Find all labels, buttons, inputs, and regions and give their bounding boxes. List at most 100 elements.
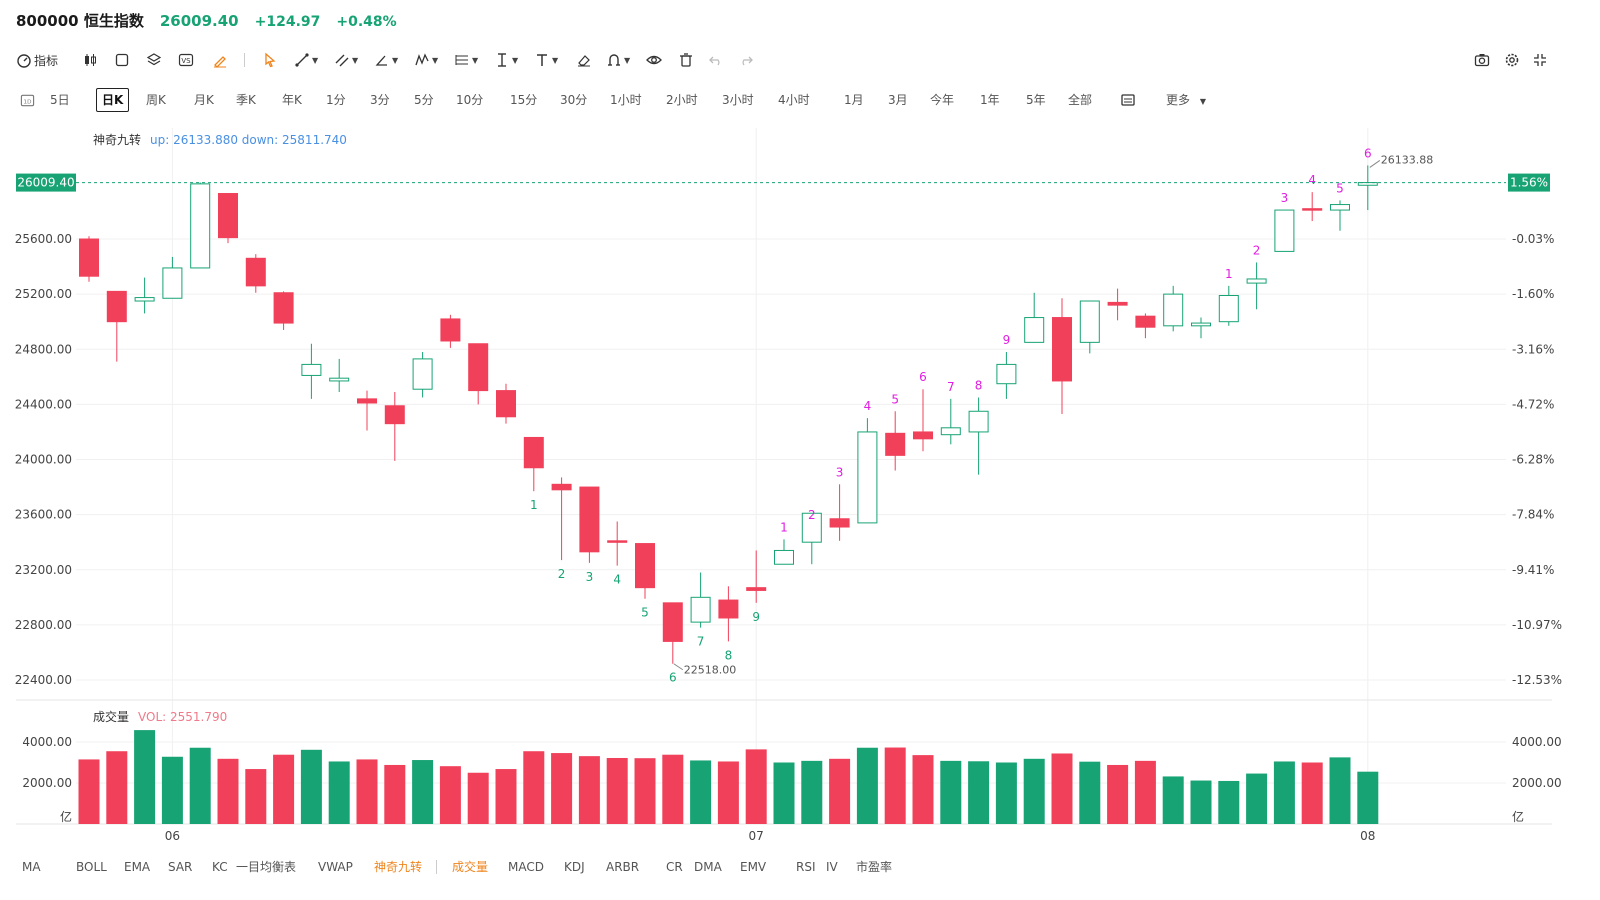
candle[interactable]	[106, 290, 127, 323]
indicator-9[interactable]: MACD	[508, 860, 544, 874]
volume-bar[interactable]	[801, 760, 823, 824]
volume-bar[interactable]	[1357, 771, 1379, 824]
volume-bar[interactable]	[523, 751, 545, 824]
volume-bar[interactable]	[217, 758, 239, 824]
period-11[interactable]: 30分	[560, 93, 588, 107]
candle[interactable]	[79, 238, 99, 277]
cursor-tool[interactable]	[262, 48, 278, 72]
candle[interactable]	[1107, 301, 1128, 306]
volume-bar[interactable]	[1079, 761, 1101, 824]
volume-bar[interactable]	[439, 766, 461, 824]
volume-bar[interactable]	[968, 761, 990, 824]
volume-bar[interactable]	[829, 758, 851, 824]
candle[interactable]	[718, 599, 739, 619]
candle[interactable]	[134, 297, 155, 302]
visibility-tool[interactable]	[646, 48, 662, 72]
period-7[interactable]: 3分	[370, 93, 390, 107]
candle[interactable]	[301, 363, 322, 376]
volume-bar[interactable]	[412, 760, 434, 824]
candle[interactable]	[885, 432, 906, 456]
volume-bar[interactable]	[495, 769, 517, 824]
period-9[interactable]: 10分	[456, 93, 484, 107]
candle[interactable]	[996, 363, 1017, 385]
candle[interactable]	[1246, 278, 1267, 284]
indicator-2[interactable]: EMA	[124, 860, 151, 874]
indicator-12[interactable]: CR	[666, 860, 683, 874]
period-5[interactable]: 年K	[282, 93, 302, 107]
magnet-tool[interactable]: ▼	[606, 48, 630, 72]
indicator-8[interactable]: 成交量	[452, 860, 489, 874]
volume-bar[interactable]	[1301, 762, 1323, 825]
indicator-7[interactable]: 神奇九转	[374, 860, 423, 874]
candle[interactable]	[913, 431, 933, 440]
candle[interactable]	[1163, 293, 1184, 327]
line-tool[interactable]: ▼	[294, 48, 318, 72]
hide-drawings-tool[interactable]	[576, 48, 592, 72]
volume-bar[interactable]	[78, 759, 100, 824]
period-17[interactable]: 3月	[888, 93, 908, 107]
period-16[interactable]: 1月	[844, 93, 864, 107]
volume-bar[interactable]	[300, 749, 322, 824]
candle[interactable]	[190, 183, 211, 269]
volume-bar[interactable]	[940, 760, 962, 824]
candle[interactable]	[468, 343, 489, 392]
volume-bar[interactable]	[773, 762, 795, 825]
period-collapse-button[interactable]: 1D	[20, 88, 35, 112]
candle[interactable]	[1052, 317, 1072, 382]
period-12[interactable]: 1小时	[610, 93, 642, 107]
volume-bar[interactable]	[1246, 773, 1268, 824]
candle[interactable]	[523, 436, 544, 469]
angle-tool[interactable]: ▼	[374, 48, 398, 72]
candle[interactable]	[746, 587, 767, 591]
volume-bar[interactable]	[717, 761, 739, 824]
candle[interactable]	[662, 602, 683, 642]
indicator-16[interactable]: IV	[826, 860, 838, 874]
period-switch-button[interactable]	[1120, 88, 1136, 112]
period-4[interactable]: 季K	[236, 93, 256, 107]
more-periods-button[interactable]: 更多 ▼	[1166, 88, 1206, 112]
screenshot-button[interactable]	[1474, 48, 1490, 72]
indicator-button[interactable]: 指标	[16, 48, 58, 72]
layers-tool[interactable]	[146, 48, 162, 72]
candle[interactable]	[968, 410, 989, 433]
indicator-14[interactable]: EMV	[740, 860, 767, 874]
candle[interactable]	[801, 512, 822, 543]
volume-bar[interactable]	[467, 772, 489, 824]
period-10[interactable]: 15分	[510, 93, 538, 107]
period-15[interactable]: 4小时	[778, 93, 810, 107]
volume-bar[interactable]	[1162, 776, 1184, 824]
candle-type-button[interactable]	[82, 48, 98, 72]
volume-bar[interactable]	[634, 758, 656, 824]
volume-bar[interactable]	[1023, 758, 1045, 824]
indicator-3[interactable]: SAR	[168, 860, 193, 874]
volume-bar[interactable]	[912, 755, 934, 824]
measure-tool[interactable]: ▼	[494, 48, 518, 72]
price-chart[interactable]: 25600.00 -0.03% 25200.00 -1.60% 24800.00 -3.1…	[0, 118, 1600, 852]
candle[interactable]	[329, 377, 350, 382]
indicator-13[interactable]: DMA	[694, 860, 722, 874]
indicator-5[interactable]: 一目均衡表	[236, 860, 297, 874]
indicator-17[interactable]: 市盈率	[856, 860, 893, 874]
period-13[interactable]: 2小时	[666, 93, 698, 107]
volume-bar[interactable]	[161, 756, 183, 824]
pattern-tool[interactable]: ▼	[414, 48, 438, 72]
candle[interactable]	[384, 405, 405, 425]
volume-bar[interactable]	[189, 747, 211, 824]
candle[interactable]	[1218, 295, 1239, 323]
candle[interactable]	[607, 540, 628, 543]
period-14[interactable]: 3小时	[722, 93, 754, 107]
candle[interactable]	[1330, 204, 1350, 211]
volume-bar[interactable]	[384, 764, 406, 824]
period-18[interactable]: 今年	[930, 93, 955, 107]
indicator-15[interactable]: RSI	[796, 860, 816, 874]
candle[interactable]	[1302, 208, 1323, 211]
period-3[interactable]: 月K	[194, 93, 214, 107]
volume-bar[interactable]	[606, 757, 628, 824]
volume-bar[interactable]	[745, 749, 767, 824]
fib-tool[interactable]: ▼	[454, 48, 478, 72]
candle[interactable]	[412, 358, 433, 390]
volume-bar[interactable]	[856, 747, 878, 824]
indicator-4[interactable]: KC	[212, 860, 228, 874]
period-2[interactable]: 周K	[146, 93, 166, 107]
candle[interactable]	[162, 267, 183, 299]
